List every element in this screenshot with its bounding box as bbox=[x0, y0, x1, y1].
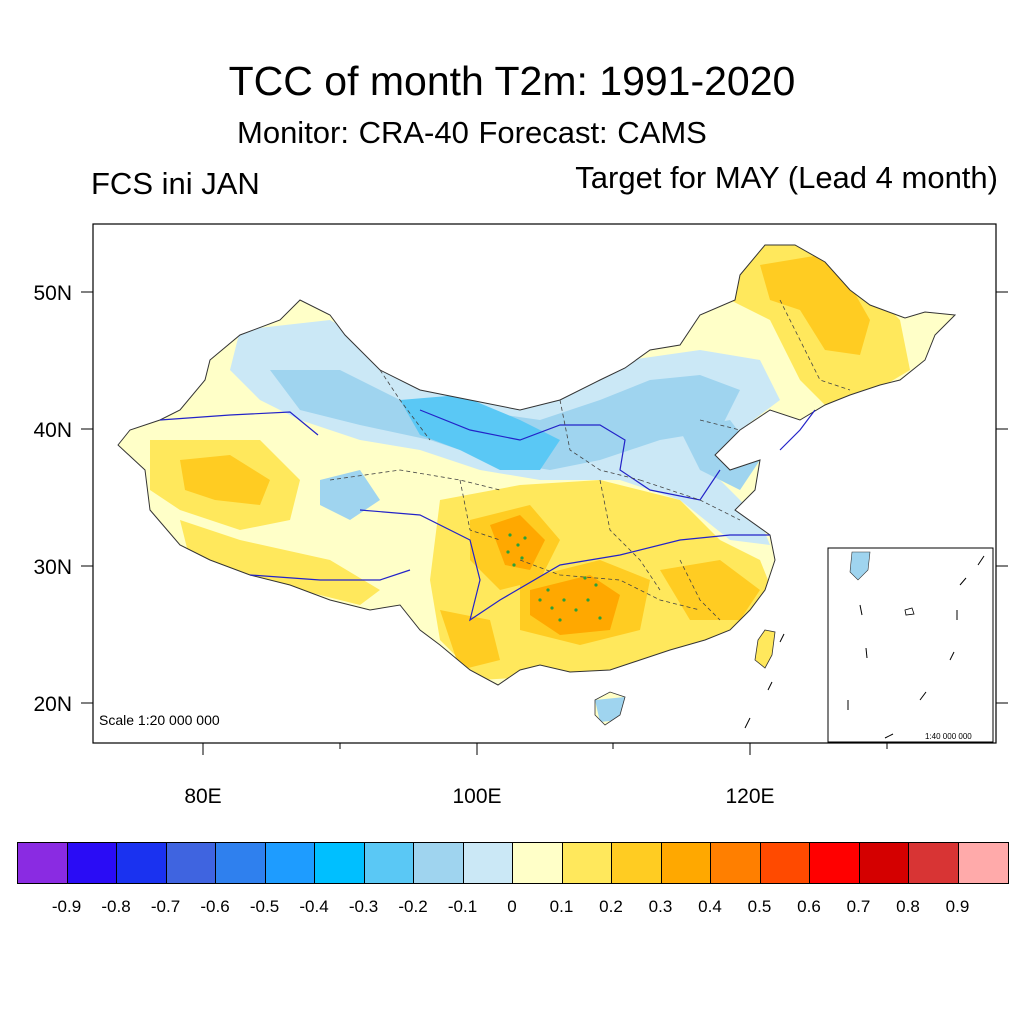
colorbar-label: 0.5 bbox=[747, 897, 772, 916]
river-yangtze bbox=[359, 509, 770, 622]
sig-dot bbox=[586, 598, 590, 602]
colorbar-swatch bbox=[810, 843, 860, 883]
sig-dot bbox=[508, 533, 512, 537]
sig-dot bbox=[598, 616, 602, 620]
colorbar-swatch bbox=[117, 843, 167, 883]
hainan bbox=[594, 691, 626, 726]
colorbar-swatch bbox=[463, 843, 513, 883]
south-china-sea-inset bbox=[827, 547, 994, 743]
colorbar-swatch bbox=[513, 843, 563, 883]
colorbar-swatch bbox=[216, 843, 266, 883]
colorbar-label: 0.6 bbox=[797, 897, 821, 916]
colorbar-label: 0.9 bbox=[945, 897, 970, 916]
colorbar-label: -0.9 bbox=[51, 897, 82, 916]
sig-dot bbox=[506, 550, 510, 554]
colorbar-swatch bbox=[760, 843, 810, 883]
colorbar-swatch bbox=[859, 843, 909, 883]
inset-frame bbox=[827, 547, 994, 743]
taiwan bbox=[754, 629, 776, 669]
colorbar-swatch bbox=[711, 843, 761, 883]
sig-dot bbox=[538, 598, 542, 602]
colorbar-swatch bbox=[562, 843, 612, 883]
lon-label-120e: 120E bbox=[725, 785, 774, 808]
colorbar-swatch bbox=[958, 843, 1008, 883]
scale-label: Scale 1:20 000 000 bbox=[99, 712, 220, 728]
colorbar-label: -0.2 bbox=[398, 897, 428, 916]
field-tarim bbox=[180, 455, 270, 505]
colorbar-label: -0.6 bbox=[200, 897, 230, 916]
colorbar-swatch bbox=[315, 843, 365, 883]
china-border bbox=[117, 244, 957, 686]
lat-label-50n: 50N bbox=[33, 282, 72, 305]
river-yellow bbox=[419, 409, 721, 501]
colorbar-label: 0 bbox=[507, 897, 517, 916]
colorbar-label: 0.7 bbox=[846, 897, 871, 916]
sig-dot bbox=[583, 576, 587, 580]
chart-title: TCC of month T2m: 1991-2020 bbox=[228, 58, 796, 104]
significance-stippling bbox=[506, 533, 602, 622]
colorbar-swatch bbox=[909, 843, 959, 883]
colorbar-swatch bbox=[265, 843, 315, 883]
field-southeast bbox=[660, 560, 760, 620]
lat-label-20n: 20N bbox=[33, 693, 72, 716]
colorbar-label: 0.2 bbox=[599, 897, 623, 916]
colorbar-swatch bbox=[18, 843, 68, 883]
colorbar-label: -0.7 bbox=[150, 897, 181, 916]
chart-subtitle: Monitor: CRA-40 Forecast: CAMS bbox=[237, 115, 707, 150]
colorbar-label: -0.3 bbox=[348, 897, 379, 916]
sig-dot bbox=[550, 606, 554, 610]
river-tarim bbox=[159, 411, 319, 436]
colorbar-swatch bbox=[612, 843, 662, 883]
river-yarlung bbox=[249, 569, 411, 581]
field-cool-qinghai bbox=[320, 470, 380, 520]
lat-label-40n: 40N bbox=[33, 419, 72, 442]
inset-dashes bbox=[847, 555, 985, 739]
colorbar-labels: -0.9 -0.8 -0.7 -0.6 -0.5 -0.4 -0.3 -0.2 -0.1 0 0.1… bbox=[0, 897, 1024, 921]
colorbar-label: -0.5 bbox=[249, 897, 280, 916]
colorbar-label: 0.4 bbox=[698, 897, 722, 916]
sig-dot bbox=[516, 543, 520, 547]
colorbar-label: 0.1 bbox=[549, 897, 574, 916]
sig-dot bbox=[512, 563, 516, 567]
field-warm-southwest bbox=[180, 520, 380, 605]
river-liao bbox=[779, 409, 816, 451]
field-guizhou-core bbox=[530, 575, 620, 635]
lon-label-100e: 100E bbox=[452, 785, 501, 808]
sig-dot bbox=[562, 598, 566, 602]
colorbar-label: -0.4 bbox=[299, 897, 329, 916]
province-boundaries bbox=[329, 299, 851, 621]
colorbar-swatch bbox=[166, 843, 216, 883]
inset-islands bbox=[904, 607, 915, 616]
colorbar-label: -0.8 bbox=[101, 897, 131, 916]
field-sichuan-core bbox=[490, 515, 545, 570]
sig-dot bbox=[594, 583, 598, 587]
inset-hainan bbox=[849, 551, 871, 581]
colorbar-swatch bbox=[364, 843, 414, 883]
colorbar-label: 0.3 bbox=[648, 897, 673, 916]
target-label: Target for MAY (Lead 4 month) bbox=[575, 160, 998, 195]
map-panel: 50N 40N 30N 20N 80E 100E 120E bbox=[33, 223, 1008, 808]
init-label: FCS ini JAN bbox=[91, 166, 260, 201]
colorbar-swatch bbox=[414, 843, 464, 883]
colorbar-swatch bbox=[661, 843, 711, 883]
inset-scale-label: 1:40 000 000 bbox=[925, 732, 972, 741]
field-yunnan bbox=[440, 610, 500, 670]
sig-dot bbox=[558, 618, 562, 622]
lon-label-80e: 80E bbox=[184, 785, 221, 808]
colorbar-label: -0.1 bbox=[447, 897, 478, 916]
sig-dot bbox=[520, 556, 524, 560]
field-hainan bbox=[595, 697, 625, 722]
sig-dot bbox=[546, 588, 550, 592]
sig-dot bbox=[523, 536, 527, 540]
sea-boundary-dashes bbox=[744, 633, 785, 729]
axis-ticks bbox=[81, 291, 1008, 755]
colorbar bbox=[17, 842, 1009, 884]
colorbar-label: 0.8 bbox=[896, 897, 920, 916]
lat-label-30n: 30N bbox=[33, 556, 72, 579]
colorbar-swatch bbox=[67, 843, 117, 883]
sig-dot bbox=[574, 608, 578, 612]
